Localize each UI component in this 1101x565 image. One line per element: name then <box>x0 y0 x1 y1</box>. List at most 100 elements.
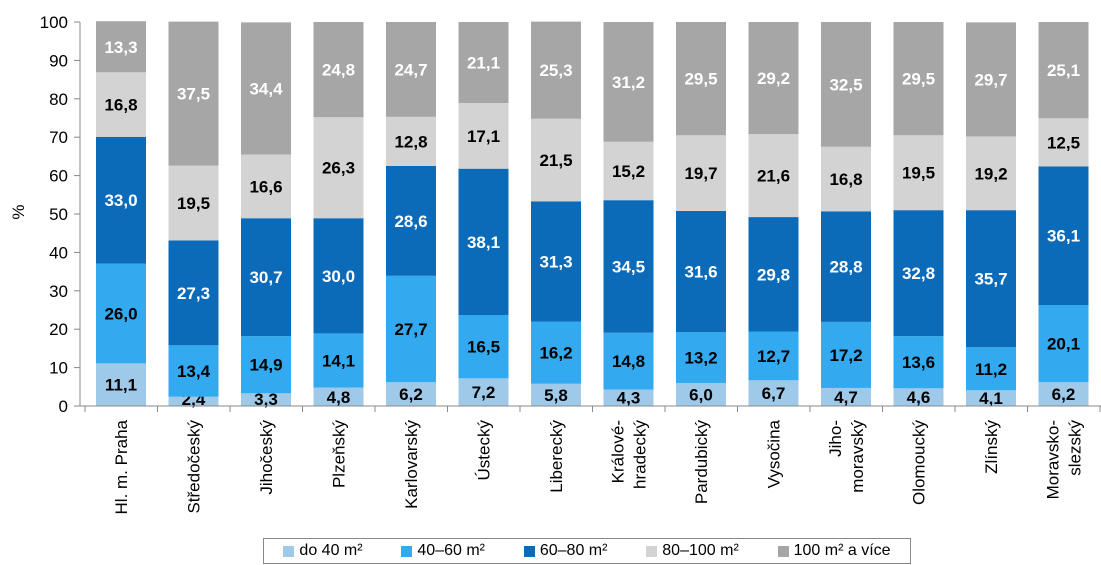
bar-segment <box>748 134 799 218</box>
x-category-label: Plzeňský <box>330 420 349 489</box>
bar-segment <box>603 141 654 201</box>
bar-segment <box>458 314 509 379</box>
data-label: 16,5 <box>467 338 500 357</box>
bar-segment <box>676 135 726 211</box>
data-label: 34,5 <box>612 257 645 276</box>
bar-segment <box>241 154 291 219</box>
x-category-label: Olomoucký <box>910 420 929 506</box>
data-label: 11,2 <box>975 360 1007 379</box>
data-label: 12,8 <box>394 132 427 151</box>
bar-segment <box>96 263 146 364</box>
legend-item: 80–100 m² <box>646 542 739 560</box>
y-tick-label: 90 <box>49 51 68 70</box>
bar-segment <box>168 345 219 397</box>
bar-stack: 5,8 16,2 31,3 21,5 25,3 <box>531 21 581 406</box>
bar-segment <box>821 22 871 147</box>
data-label: 14,9 <box>249 356 282 375</box>
bar-segment <box>676 210 726 333</box>
bar-segment <box>748 331 799 381</box>
data-label: 36,1 <box>1047 227 1080 246</box>
data-label: 29,2 <box>757 69 790 88</box>
data-label: 21,1 <box>467 54 500 73</box>
data-label: 20,1 <box>1047 335 1080 354</box>
data-label: 29,5 <box>684 70 717 89</box>
bar-segment <box>821 146 871 212</box>
data-label: 31,3 <box>539 252 572 271</box>
y-tick-label: 70 <box>49 128 68 147</box>
data-label: 13,3 <box>104 38 137 57</box>
bar-segment <box>748 217 799 332</box>
data-label: 11,1 <box>105 376 137 395</box>
data-label: 4,1 <box>979 389 1003 408</box>
legend-swatch <box>401 545 413 557</box>
y-tick-label: 30 <box>49 282 68 301</box>
bar-segment <box>1038 22 1089 119</box>
data-label: 21,6 <box>757 167 790 186</box>
y-tick-label: 40 <box>49 243 68 262</box>
data-label: 4,8 <box>327 388 351 407</box>
bar-segment <box>458 22 509 104</box>
data-label: 34,4 <box>249 79 283 98</box>
data-label: 21,5 <box>539 151 572 170</box>
data-label: 24,7 <box>394 60 427 79</box>
data-label: 14,1 <box>322 351 355 370</box>
x-category-label: Ústecký <box>475 420 494 481</box>
bar-stack: 6,2 20,1 36,1 12,5 25,1 <box>1038 22 1089 406</box>
data-label: 25,3 <box>539 61 572 80</box>
bar-segment <box>893 135 944 211</box>
y-tick-label: 50 <box>49 205 68 224</box>
legend-swatch <box>283 545 295 557</box>
data-label: 16,6 <box>249 177 282 196</box>
bar-segment <box>531 383 581 406</box>
legend-label: 80–100 m² <box>662 542 739 559</box>
data-label: 6,7 <box>762 384 786 403</box>
bar-segment <box>313 333 364 388</box>
bar-segment <box>676 22 726 136</box>
x-category-label: hradecký <box>631 420 650 489</box>
bar-stack: 11,1 26,0 33,0 16,8 13,3 <box>96 21 146 406</box>
data-label: 6,0 <box>689 385 713 404</box>
data-label: 26,0 <box>104 304 137 323</box>
data-label: 28,8 <box>829 258 862 277</box>
y-axis-title: % <box>9 204 28 219</box>
x-axis: Hl. m. Praha Středočeský Jihočeský Plzeňský… <box>80 405 1101 514</box>
data-label: 4,6 <box>907 388 931 407</box>
bar-segment <box>603 332 654 390</box>
bar-segment <box>96 72 146 137</box>
bar-stack: 7,2 16,5 38,1 17,1 21,1 <box>458 22 509 406</box>
bar-segment <box>603 200 654 333</box>
bar-segment <box>313 218 364 334</box>
x-category-label: Králové- <box>609 420 628 483</box>
data-label: 13,6 <box>902 353 935 372</box>
bar-segment <box>168 396 219 406</box>
data-label: 17,2 <box>829 346 862 365</box>
legend-swatch <box>646 545 658 557</box>
legend-label: do 40 m² <box>299 542 363 559</box>
bar-segment <box>893 336 944 389</box>
bar-segment <box>748 22 799 135</box>
data-label: 19,2 <box>974 164 1007 183</box>
data-label: 29,5 <box>902 70 935 89</box>
data-label: 19,7 <box>684 164 717 183</box>
x-category-label: Středočeský <box>185 420 204 514</box>
bar-segment <box>386 166 436 276</box>
bar-segment <box>603 22 654 142</box>
legend-label: 60–80 m² <box>539 542 608 559</box>
y-tick-label: 100 <box>40 13 68 32</box>
bar-stack: 6,0 13,2 31,6 19,7 29,5 <box>676 22 726 406</box>
data-label: 16,8 <box>104 96 137 115</box>
y-tick-label: 0 <box>59 397 68 416</box>
legend-item: 60–80 m² <box>523 542 608 560</box>
data-label: 30,0 <box>322 267 355 286</box>
bar-segment <box>966 136 1016 211</box>
bar-segment <box>241 22 291 155</box>
data-label: 33,0 <box>104 191 137 210</box>
bar-segment <box>241 218 291 337</box>
bar-stack: 4,6 13,6 32,8 19,5 29,5 <box>893 22 944 407</box>
bar-segment <box>676 382 726 406</box>
data-label: 14,8 <box>612 352 645 371</box>
data-label: 3,3 <box>254 390 278 409</box>
bar-stack: 6,7 12,7 29,8 21,6 29,2 <box>748 22 799 406</box>
x-category-label: Jihočeský <box>257 420 276 495</box>
data-label: 12,5 <box>1047 133 1080 152</box>
